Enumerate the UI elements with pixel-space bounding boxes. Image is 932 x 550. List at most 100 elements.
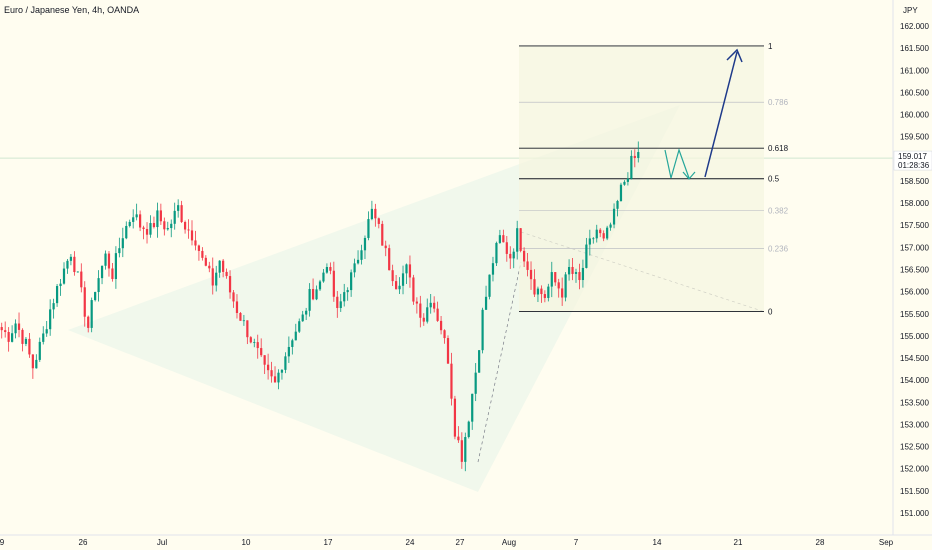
y-tick-label: 157.500 bbox=[900, 221, 929, 230]
candle-body bbox=[398, 285, 401, 290]
y-tick-label: 155.500 bbox=[900, 310, 929, 319]
candle-body bbox=[73, 256, 76, 273]
blue-arrow-head bbox=[726, 48, 743, 63]
candle-body bbox=[519, 228, 522, 251]
candle-body bbox=[111, 268, 114, 280]
x-tick-label: 26 bbox=[79, 538, 88, 547]
candle-body bbox=[336, 296, 339, 309]
bar-countdown: 01:28:36 bbox=[898, 161, 930, 170]
candle-body bbox=[197, 245, 201, 251]
candle-body bbox=[585, 244, 588, 268]
candle-body bbox=[498, 235, 501, 243]
candle-body bbox=[17, 323, 21, 330]
candle-body bbox=[467, 421, 470, 438]
candle-body bbox=[267, 364, 270, 371]
candle-body bbox=[405, 264, 408, 274]
candle-body bbox=[478, 350, 481, 373]
candle-body bbox=[90, 300, 93, 328]
candle-body bbox=[87, 316, 90, 328]
candle-body bbox=[360, 250, 363, 260]
candle-body bbox=[346, 290, 349, 293]
candle-body bbox=[246, 320, 249, 338]
candle-body bbox=[145, 229, 149, 235]
candle-body bbox=[294, 331, 297, 341]
candle-body bbox=[62, 268, 66, 284]
candle-body bbox=[287, 346, 290, 357]
candle-body bbox=[239, 313, 242, 321]
candle-body bbox=[588, 238, 591, 245]
candle-body bbox=[183, 222, 187, 230]
candle-body bbox=[222, 260, 225, 272]
candle-body bbox=[256, 342, 259, 349]
candle-body bbox=[277, 372, 280, 383]
candle-body bbox=[550, 272, 553, 287]
x-tick-label: 28 bbox=[816, 538, 825, 547]
candle-body bbox=[173, 210, 176, 224]
y-tick-label: 156.000 bbox=[900, 288, 929, 297]
candle-body bbox=[42, 333, 45, 342]
y-tick-label: 160.500 bbox=[900, 88, 929, 97]
candle-body bbox=[436, 308, 439, 321]
candle-body bbox=[516, 228, 519, 252]
candle-body bbox=[322, 272, 325, 282]
y-tick-label: 153.000 bbox=[900, 420, 929, 429]
candle-body bbox=[311, 288, 315, 300]
candle-body bbox=[187, 229, 190, 231]
candle-body bbox=[370, 208, 373, 220]
candle-body bbox=[208, 265, 211, 269]
forecast-arrows[interactable] bbox=[664, 48, 743, 180]
candle-body bbox=[488, 274, 491, 297]
candle-body bbox=[509, 253, 512, 259]
candle-body bbox=[446, 338, 450, 364]
candle-body bbox=[612, 208, 616, 225]
candle-body bbox=[149, 223, 152, 235]
candle-body bbox=[630, 155, 633, 179]
candle-body bbox=[76, 271, 79, 273]
candle-body bbox=[100, 265, 104, 279]
candle-body bbox=[388, 248, 391, 271]
dashed-trend-line bbox=[477, 261, 522, 463]
y-tick-label: 161.500 bbox=[900, 44, 929, 53]
candle-body bbox=[142, 227, 145, 230]
candle-body bbox=[235, 301, 239, 314]
x-tick-label: 21 bbox=[734, 538, 743, 547]
fib-retracement[interactable]: 1 0.786 0.618 0.5 0.382 0.236 0 bbox=[519, 42, 789, 317]
candle-body bbox=[353, 263, 356, 273]
price-box bbox=[893, 150, 932, 171]
candle-body bbox=[606, 227, 609, 239]
candle-body bbox=[439, 320, 443, 331]
candle-body bbox=[332, 270, 335, 297]
y-tick-label: 154.000 bbox=[900, 376, 929, 385]
candle-body bbox=[571, 266, 574, 274]
candle-body bbox=[128, 221, 131, 226]
candle-body bbox=[554, 272, 557, 283]
candle-body bbox=[97, 278, 100, 293]
candle-body bbox=[529, 269, 533, 280]
current-price: 159.017 bbox=[898, 152, 927, 161]
candle-body bbox=[325, 267, 329, 273]
candle-body bbox=[512, 251, 515, 259]
candle-body bbox=[280, 369, 284, 373]
candle-body bbox=[484, 296, 488, 310]
candle-body bbox=[619, 184, 623, 201]
y-tick-label: 155.000 bbox=[900, 332, 929, 341]
candle-body bbox=[163, 221, 166, 230]
candle-body bbox=[104, 253, 107, 266]
x-axis[interactable]: 9 26 Jul 10 17 24 27 Aug 7 14 21 28 Sep bbox=[0, 538, 894, 547]
candle-body bbox=[557, 282, 560, 289]
candle-body bbox=[232, 292, 235, 302]
y-tick-label: 153.500 bbox=[900, 398, 929, 407]
candle-body bbox=[180, 205, 183, 223]
y-axis[interactable]: 151.000 151.500 152.000 152.500 153.000 153.5… bbox=[900, 22, 929, 518]
candle-body bbox=[474, 372, 477, 394]
candle-body bbox=[7, 332, 10, 342]
candle-body bbox=[4, 330, 7, 333]
candle-body bbox=[159, 210, 162, 222]
candle-body bbox=[35, 359, 38, 369]
fib-level-label: 0 bbox=[768, 308, 773, 317]
candle-body bbox=[52, 303, 55, 310]
candle-body bbox=[547, 286, 550, 298]
candle-body bbox=[384, 245, 387, 249]
candle-body bbox=[49, 309, 52, 330]
